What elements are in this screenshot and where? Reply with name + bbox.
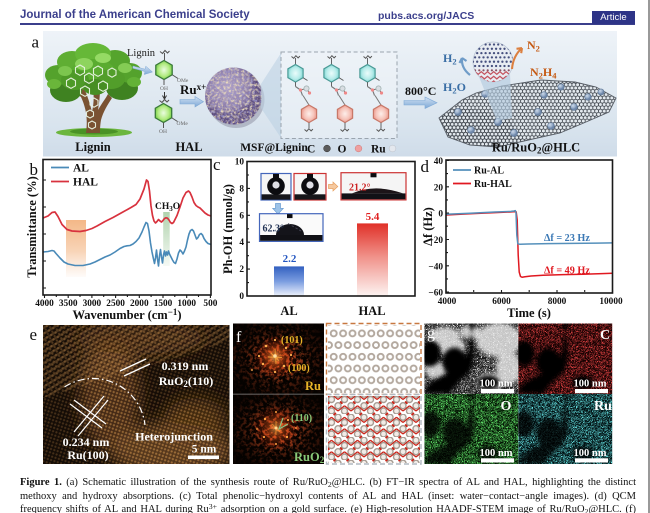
svg-text:a: a [32, 33, 40, 52]
svg-text:Δf = 23 Hz: Δf = 23 Hz [544, 233, 590, 244]
svg-text:10: 10 [235, 158, 245, 168]
svg-text:2500: 2500 [106, 299, 125, 309]
svg-text:6000: 6000 [492, 297, 511, 307]
svg-text:N2H4: N2H4 [530, 65, 557, 81]
svg-text:HAL: HAL [358, 304, 385, 318]
svg-text:OH: OH [160, 86, 168, 92]
svg-text:Δf = 49 Hz: Δf = 49 Hz [544, 266, 590, 277]
svg-text:MSF@Lignin: MSF@Lignin [240, 142, 308, 154]
svg-text:Ru(100): Ru(100) [67, 448, 108, 462]
svg-text:4000: 4000 [35, 299, 54, 309]
svg-text:3500: 3500 [59, 299, 78, 309]
svg-text:−20: −20 [428, 236, 443, 246]
svg-text:Ru/RuO2@HLC: Ru/RuO2@HLC [492, 141, 580, 156]
svg-text:1000: 1000 [177, 299, 196, 309]
svg-text:Lignin: Lignin [75, 140, 110, 154]
svg-text:HAL: HAL [73, 177, 98, 189]
svg-text:b: b [30, 160, 39, 179]
svg-text:f: f [236, 329, 242, 346]
svg-text:(110): (110) [291, 413, 312, 424]
svg-text:d: d [421, 157, 430, 176]
svg-text:(100): (100) [288, 363, 310, 374]
svg-text:3000: 3000 [83, 299, 102, 309]
svg-text:40: 40 [434, 157, 444, 167]
svg-text:Ru: Ru [594, 399, 612, 414]
svg-text:4000: 4000 [438, 297, 457, 307]
svg-text:O: O [501, 399, 512, 414]
svg-text:Heterojunction: Heterojunction [135, 430, 213, 444]
svg-text:AL: AL [73, 163, 89, 175]
svg-text:Δf (Hz): Δf (Hz) [421, 207, 435, 246]
svg-text:4: 4 [239, 238, 244, 248]
svg-text:Wavenumber (cm−1): Wavenumber (cm−1) [72, 307, 181, 322]
svg-text:CH3O: CH3O [155, 202, 180, 213]
svg-text:Ru-AL: Ru-AL [474, 166, 504, 177]
svg-text:100 nm: 100 nm [574, 379, 607, 390]
svg-text:100 nm: 100 nm [480, 379, 513, 390]
svg-text:HAL: HAL [175, 140, 202, 154]
svg-text:21.2°: 21.2° [349, 183, 371, 194]
svg-text:2000: 2000 [130, 299, 149, 309]
svg-text:OMe: OMe [177, 121, 189, 127]
svg-text:6: 6 [239, 211, 244, 221]
svg-text:500: 500 [203, 299, 217, 309]
svg-text:800°C: 800°C [405, 84, 436, 98]
svg-text:8: 8 [239, 184, 244, 194]
svg-text:2: 2 [239, 265, 244, 275]
svg-text:20: 20 [434, 183, 444, 193]
svg-text:O: O [338, 144, 347, 156]
svg-text:1500: 1500 [154, 299, 173, 309]
svg-text:Ru-HAL: Ru-HAL [474, 179, 512, 190]
svg-text:C: C [600, 328, 610, 343]
svg-text:AL: AL [280, 304, 297, 318]
svg-text:Ru: Ru [305, 379, 321, 393]
svg-text:Ph-OH (mmol/g): Ph-OH (mmol/g) [221, 184, 235, 274]
svg-text:Transmittance (%): Transmittance (%) [25, 176, 39, 277]
svg-text:e: e [30, 325, 38, 344]
svg-text:Lignin: Lignin [127, 48, 156, 59]
svg-text:0.234 nm: 0.234 nm [63, 435, 110, 449]
svg-text:5.4: 5.4 [366, 211, 380, 223]
svg-text:g: g [427, 325, 435, 342]
svg-text:0: 0 [239, 292, 244, 302]
svg-text:RuO2(110): RuO2(110) [159, 374, 214, 389]
svg-text:2.2: 2.2 [283, 253, 297, 265]
svg-text:(101): (101) [281, 335, 303, 346]
svg-text:10000: 10000 [599, 297, 623, 307]
svg-text:0: 0 [438, 210, 443, 220]
svg-text:8000: 8000 [548, 297, 567, 307]
svg-text:OH: OH [159, 129, 167, 135]
svg-text:5 nm: 5 nm [192, 444, 217, 456]
svg-text:100 nm: 100 nm [574, 448, 607, 459]
svg-text:Time (s): Time (s) [507, 306, 551, 320]
svg-text:C: C [307, 144, 315, 156]
svg-text:0.319 nm: 0.319 nm [162, 359, 209, 373]
svg-text:62.3°: 62.3° [263, 224, 285, 235]
svg-text:Ru: Ru [371, 144, 386, 156]
svg-text:OMe: OMe [177, 78, 189, 84]
svg-text:−60: −60 [428, 289, 443, 299]
svg-text:100 nm: 100 nm [480, 448, 513, 459]
svg-text:RuO2: RuO2 [294, 450, 325, 465]
svg-text:c: c [213, 155, 221, 174]
svg-text:H2O: H2O [443, 80, 466, 96]
svg-text:−40: −40 [428, 262, 443, 272]
